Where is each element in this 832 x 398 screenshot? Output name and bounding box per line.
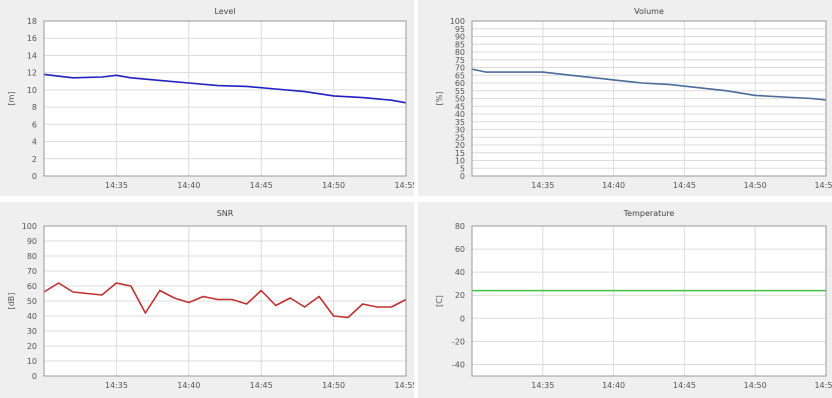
x-tick-label: 14:50 — [744, 381, 767, 390]
y-tick-label: 16 — [27, 34, 37, 43]
y-tick-label: 100 — [450, 17, 465, 26]
y-tick-label: 70 — [455, 64, 465, 73]
y-tick-label: 60 — [27, 282, 37, 291]
x-tick-label: 14:45 — [673, 381, 696, 390]
x-tick-label: 14:45 — [250, 181, 273, 190]
chart-level-svg: Level 0 2 4 6 8 10 12 14 16 18 14:35 14:40 14:45 14:50… — [7, 7, 414, 190]
y-tick-label: 12 — [27, 69, 37, 78]
plot-area — [472, 226, 826, 376]
chart-snr: SNR 0 10 20 30 40 50 60 70 80 90 100 14:35 14:40 14:45… — [0, 202, 414, 398]
plot-frame — [43, 225, 407, 377]
y-tick-label: 50 — [27, 297, 37, 306]
y-tick-label: 80 — [27, 252, 37, 261]
y-tick-label: 90 — [27, 237, 37, 246]
x-tick-label: 14:50 — [322, 181, 345, 190]
y-tick-label: 50 — [455, 95, 465, 104]
y-tick-label: 55 — [455, 87, 465, 96]
plot-frame — [43, 20, 407, 177]
y-tick-label: 45 — [455, 102, 465, 111]
x-tick-label: 14:45 — [673, 181, 696, 190]
chart-volume-svg: Volume 0510152025303540455055606570758085… — [435, 7, 832, 190]
y-tick-label: 40 — [455, 110, 465, 119]
chart-title: SNR — [217, 209, 234, 218]
y-tick-label: 85 — [455, 40, 465, 49]
y-tick-label: 80 — [455, 222, 465, 231]
y-tick-label: 40 — [27, 312, 37, 321]
plot-area — [44, 21, 406, 176]
x-tick-label: 14:35 — [105, 381, 128, 390]
y-axis-label: [m] — [7, 91, 16, 105]
chart-temperature: Temperature -40 -20 0 20 40 60 80 14:35 14:40 14:4… — [418, 202, 832, 398]
x-tick-label: 14:55 — [814, 381, 832, 390]
y-axis-label: [C] — [435, 295, 444, 307]
y-tick-label: 100 — [22, 222, 37, 231]
y-tick-label: 10 — [455, 157, 465, 166]
y-tick-label: 20 — [27, 342, 37, 351]
chart-title: Temperature — [623, 209, 675, 218]
y-tick-label: 10 — [27, 357, 37, 366]
x-tick-label: 14:50 — [322, 381, 345, 390]
x-tick-label: 14:55 — [394, 181, 414, 190]
x-tick-label: 14:40 — [602, 381, 625, 390]
x-tick-label: 14:55 — [814, 181, 832, 190]
y-tick-label: 25 — [455, 133, 465, 142]
y-tick-label: 0 — [32, 372, 37, 381]
chart-snr-svg: SNR 0 10 20 30 40 50 60 70 80 90 100 14:35 14:40 14:45… — [7, 209, 414, 390]
y-tick-label: 8 — [32, 103, 37, 112]
y-tick-label: 35 — [455, 118, 465, 127]
y-tick-label: 60 — [455, 79, 465, 88]
series-line-volume — [471, 68, 827, 101]
y-tick-label: 70 — [27, 267, 37, 276]
y-tick-label: 5 — [460, 164, 465, 173]
y-tick-label: 20 — [455, 291, 465, 300]
plot-frame — [471, 225, 827, 377]
y-tick-label: 75 — [455, 56, 465, 65]
y-tick-label: 18 — [27, 17, 37, 26]
x-tick-label: 14:35 — [531, 381, 554, 390]
chart-level: Level 0 2 4 6 8 10 12 14 16 18 14:35 14:40 14:45 14:50… — [0, 0, 414, 196]
x-tick-label: 14:40 — [602, 181, 625, 190]
y-tick-label: 20 — [455, 141, 465, 150]
y-tick-label: 95 — [455, 25, 465, 34]
chart-title: Volume — [634, 7, 664, 16]
y-tick-label: 0 — [460, 172, 465, 181]
x-tick-label: 14:35 — [105, 181, 128, 190]
x-tick-label: 14:55 — [394, 381, 414, 390]
chart-volume: Volume 0 5 10 15 20 25 30 35 40 45 50 55 60 65 70 75 80 85… — [418, 0, 832, 196]
y-tick-label: 40 — [455, 268, 465, 277]
y-tick-label: 15 — [455, 149, 465, 158]
x-tick-label: 14:35 — [531, 181, 554, 190]
y-tick-label: 2 — [32, 155, 37, 164]
y-tick-label: 14 — [27, 51, 37, 60]
y-tick-label: 30 — [27, 327, 37, 336]
y-tick-label: 60 — [455, 245, 465, 254]
y-tick-label: 6 — [32, 120, 37, 129]
y-tick-label: 90 — [455, 33, 465, 42]
plot-frame — [471, 20, 827, 177]
chart-temperature-svg: Temperature -40 -20 0 20 40 60 80 14:35 14:40 14:4… — [435, 209, 832, 390]
x-tick-label: 14:40 — [177, 381, 200, 390]
chart-title: Level — [214, 7, 235, 16]
y-tick-label: 65 — [455, 71, 465, 80]
x-tick-label: 14:50 — [744, 181, 767, 190]
y-tick-label: 30 — [455, 126, 465, 135]
series-line-level — [43, 73, 407, 104]
y-tick-label: 0 — [32, 172, 37, 181]
series-line-snr — [43, 282, 407, 319]
y-axis-label: [dB] — [7, 293, 16, 310]
y-tick-label: 0 — [460, 314, 465, 323]
x-tick-label: 14:40 — [177, 181, 200, 190]
y-tick-label: 10 — [27, 86, 37, 95]
y-tick-label: 80 — [455, 48, 465, 57]
x-tick-label: 14:45 — [250, 381, 273, 390]
y-tick-label: -20 — [452, 337, 465, 346]
y-tick-label: 4 — [32, 138, 37, 147]
y-tick-label: -40 — [452, 360, 465, 369]
y-axis-label: [%] — [435, 92, 444, 106]
